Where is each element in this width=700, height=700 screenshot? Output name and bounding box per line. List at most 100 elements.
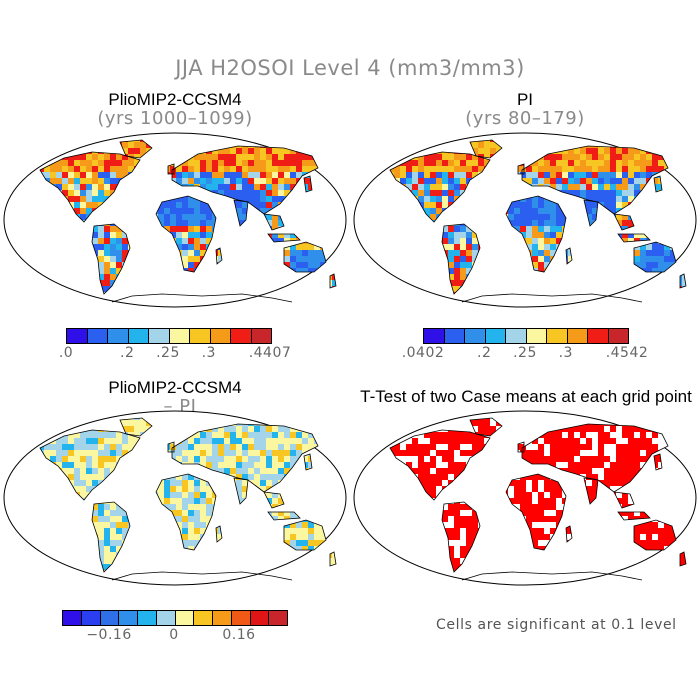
colorbar-2: [423, 328, 629, 344]
significance-note: Cells are significant at 0.1 level: [436, 617, 677, 633]
coastline-madagascar: [215, 525, 223, 543]
coastline-india: [583, 199, 599, 227]
colorbar-swatch: [100, 611, 120, 625]
colorbar-1: [66, 328, 272, 344]
colorbar-swatch: [547, 329, 568, 343]
coastline-india: [583, 477, 599, 505]
coastline-indonesia: [267, 511, 301, 521]
coastline-japan: [653, 453, 663, 471]
colorbar-swatch: [231, 611, 251, 625]
coastline-antarctica: [111, 571, 293, 581]
map-panel-4: [353, 410, 697, 586]
colorbar-swatch: [194, 611, 213, 625]
colorbar-swatch: [63, 611, 82, 625]
coastline-africa: [505, 195, 567, 273]
coastline-australia: [633, 241, 677, 273]
coastline-nz: [329, 273, 337, 289]
coastline-seasia: [613, 213, 635, 231]
colorbar-swatch: [169, 329, 190, 343]
colorbar-swatch: [424, 329, 445, 343]
colorbar-tick-label: .25: [156, 345, 180, 361]
colorbar-tick-label: .3: [558, 345, 573, 361]
coastline-seasia: [263, 491, 285, 509]
coastline-indonesia: [617, 511, 651, 521]
figure-title: JJA H2OSOI Level 4 (mm3/mm3): [175, 56, 525, 80]
coastline-greenland: [469, 417, 503, 437]
colorbar-tick-label: 0.16: [222, 627, 256, 643]
colorbar-swatch: [108, 329, 129, 343]
panel-4-title: T-Test of two Case means at each grid po…: [360, 387, 692, 406]
coastline-samerica: [441, 501, 481, 573]
colorbar-tick-label: .2: [477, 345, 492, 361]
colorbar-swatch: [156, 611, 176, 625]
colorbar-swatch: [190, 329, 211, 343]
coastline-antarctica: [111, 293, 293, 303]
coastline-indonesia: [267, 233, 301, 243]
coastline-uk: [517, 163, 525, 175]
coastline-namerica: [389, 151, 491, 223]
coastline-greenland: [469, 139, 503, 159]
map-panel-1: [3, 132, 347, 308]
coastline-madagascar: [565, 247, 573, 265]
coastline-greenland: [119, 139, 153, 159]
coastline-india: [233, 477, 249, 505]
coastline-madagascar: [215, 247, 223, 265]
coastline-africa: [155, 473, 217, 551]
colorbar-swatch: [465, 329, 486, 343]
coastline-namerica: [39, 429, 141, 501]
coastline-samerica: [441, 223, 481, 295]
colorbar-swatch: [250, 611, 270, 625]
panel-2-title: PI: [516, 90, 534, 109]
colorbar-swatch: [67, 329, 88, 343]
colorbar-swatch: [526, 329, 547, 343]
map-panel-3: [3, 410, 347, 586]
coastline-uk: [167, 163, 175, 175]
colorbar-swatch: [588, 329, 609, 343]
coastline-seasia: [613, 491, 635, 509]
coastline-india: [233, 199, 249, 227]
colorbar-swatch: [269, 611, 287, 625]
colorbar-swatch: [138, 611, 157, 625]
coastline-australia: [283, 519, 327, 551]
colorbar-swatch: [149, 329, 170, 343]
colorbar-tick-label: .2: [120, 345, 135, 361]
colorbar-3-ticks: −0.16 0 0.16: [62, 627, 286, 647]
coastline-indonesia: [617, 233, 651, 243]
colorbar-swatch: [213, 611, 232, 625]
colorbar-swatch: [231, 329, 252, 343]
colorbar-tick-label: −0.16: [86, 627, 132, 643]
coastline-nz: [679, 551, 687, 567]
coastline-namerica: [389, 429, 491, 501]
colorbar-tick-label: .3: [201, 345, 216, 361]
colorbar-swatch: [81, 611, 101, 625]
colorbar-tick-label: .0: [58, 345, 74, 361]
colorbar-swatch: [128, 329, 149, 343]
colorbar-3: [62, 610, 288, 626]
colorbar-swatch: [210, 329, 231, 343]
coastline-japan: [653, 175, 663, 193]
coastline-africa: [155, 195, 217, 273]
coastline-uk: [167, 441, 175, 453]
coastline-japan: [303, 175, 313, 193]
coastline-nz: [329, 551, 337, 567]
colorbar-swatch: [175, 611, 195, 625]
colorbar-swatch: [567, 329, 588, 343]
map-panel-2: [353, 132, 697, 308]
colorbar-tick-label: .0402: [401, 345, 445, 361]
colorbar-swatch: [608, 329, 628, 343]
coastline-madagascar: [565, 525, 573, 543]
coastline-uk: [517, 441, 525, 453]
panel-1-title: PlioMIP2-CCSM4: [108, 90, 242, 109]
coastline-namerica: [39, 151, 141, 223]
panel-2-subtitle: (yrs 80–179): [465, 108, 585, 129]
colorbar-swatch: [444, 329, 465, 343]
panel-1-subtitle: (yrs 1000–1099): [97, 108, 253, 129]
colorbar-tick-label: .4407: [248, 345, 292, 361]
coastline-nz: [679, 273, 687, 289]
colorbar-1-ticks: .0 .2 .25 .3 .4407: [59, 345, 291, 365]
colorbar-tick-label: .4542: [605, 345, 649, 361]
coastline-africa: [505, 473, 567, 551]
coastline-greenland: [119, 417, 153, 437]
coastline-samerica: [91, 501, 131, 573]
coastline-samerica: [91, 223, 131, 295]
